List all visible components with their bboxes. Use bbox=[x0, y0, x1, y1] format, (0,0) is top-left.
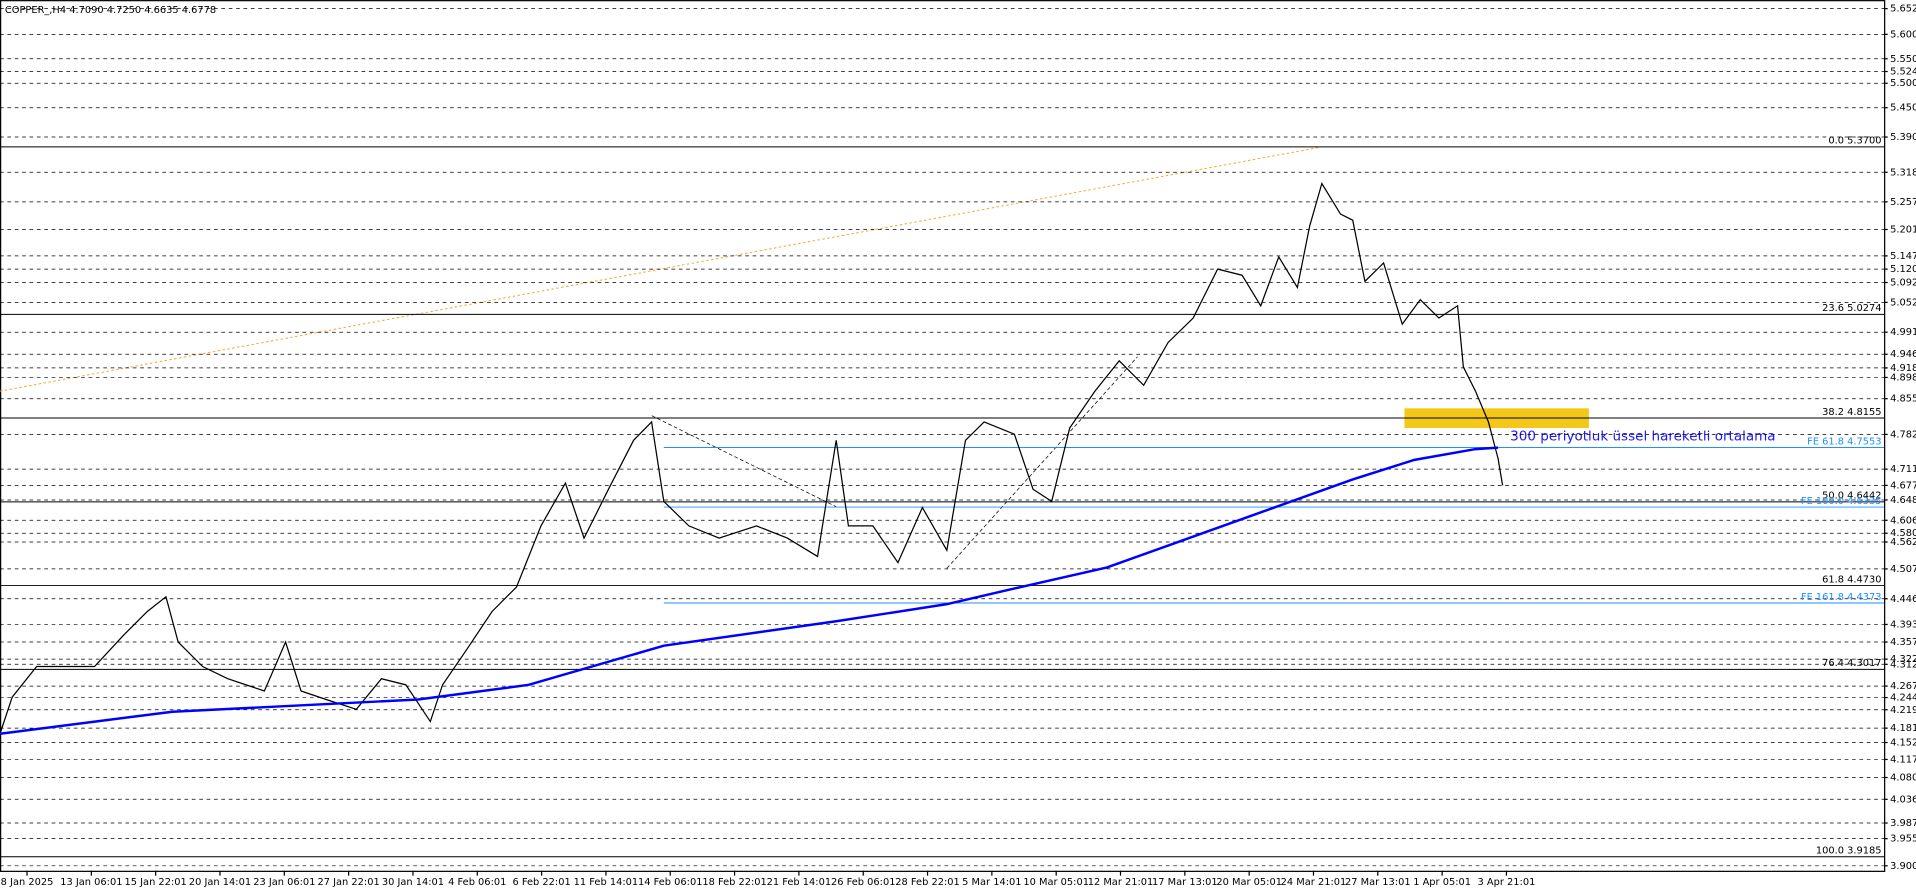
fe-label: FE 161.8 4.4373 bbox=[1801, 592, 1882, 603]
y-tick-label: 4.7820 bbox=[1890, 429, 1916, 440]
y-tick-label: 4.2190 bbox=[1890, 705, 1916, 716]
y-tick-label: 5.6525 bbox=[1890, 4, 1916, 15]
y-tick-label: 5.1470 bbox=[1890, 251, 1916, 262]
x-tick-label: 5 Mar 14:01 bbox=[962, 877, 1021, 888]
x-tick-label: 27 Jan 22:01 bbox=[318, 877, 380, 888]
fib-label: 50.0 4.6442 bbox=[1822, 491, 1881, 502]
x-tick-label: 20 Jan 14:01 bbox=[189, 877, 251, 888]
y-tick-label: 4.1521 bbox=[1890, 738, 1916, 749]
y-tick-label: 4.0805 bbox=[1890, 773, 1916, 784]
y-tick-label: 4.9460 bbox=[1890, 349, 1916, 360]
fib-label: 38.2 4.8155 bbox=[1822, 407, 1881, 418]
x-tick-label: 26 Feb 06:01 bbox=[831, 877, 895, 888]
x-tick-label: 28 Feb 22:01 bbox=[895, 877, 959, 888]
y-tick-label: 4.3120 bbox=[1890, 659, 1916, 670]
x-tick-label: 4 Feb 06:01 bbox=[448, 877, 506, 888]
y-tick-label: 4.1815 bbox=[1890, 723, 1916, 734]
price-line bbox=[0, 446, 1499, 735]
y-tick-label: 3.9000 bbox=[1890, 861, 1916, 872]
fe-label: FE 100.0 4.6335 bbox=[1801, 496, 1882, 507]
x-tick-label: 14 Feb 06:01 bbox=[638, 877, 702, 888]
y-tick-label: 4.2440 bbox=[1890, 693, 1916, 704]
annotation: 300 periyotluk üssel hareketli ortalama bbox=[1510, 429, 1775, 445]
x-tick-label: 21 Feb 14:01 bbox=[767, 877, 831, 888]
x-tick-label: 3 Apr 21:01 bbox=[1478, 877, 1536, 888]
y-tick-label: 4.6480 bbox=[1890, 495, 1916, 506]
x-tick-label: 11 Feb 14:01 bbox=[574, 877, 638, 888]
y-tick-label: 4.8550 bbox=[1890, 394, 1916, 405]
y-tick-label: 4.6778 bbox=[1890, 480, 1916, 491]
y-tick-label: 3.9875 bbox=[1890, 818, 1916, 829]
x-tick-label: 8 Jan 2025 bbox=[1, 877, 54, 888]
fib-label: 76.4 4.3017 bbox=[1822, 658, 1881, 669]
x-tick-label: 27 Mar 13:01 bbox=[1345, 877, 1411, 888]
x-tick-label: 17 Mar 13:01 bbox=[1152, 877, 1218, 888]
y-tick-label: 4.3935 bbox=[1890, 619, 1916, 630]
price-line bbox=[0, 181, 1504, 734]
y-tick-label: 4.5070 bbox=[1890, 564, 1916, 575]
x-tick-label: 20 Mar 05:01 bbox=[1216, 877, 1282, 888]
y-tick-label: 5.5500 bbox=[1890, 54, 1916, 65]
y-tick-label: 5.5240 bbox=[1890, 67, 1916, 78]
x-tick-label: 6 Feb 22:01 bbox=[512, 877, 570, 888]
y-tick-label: 5.3900 bbox=[1890, 132, 1916, 143]
y-tick-label: 4.8985 bbox=[1890, 372, 1916, 383]
x-tick-label: 15 Jan 22:01 bbox=[125, 877, 187, 888]
x-tick-label: 23 Jan 06:01 bbox=[253, 877, 315, 888]
projection-line bbox=[651, 415, 837, 508]
x-tick-label: 10 Mar 05:01 bbox=[1023, 877, 1089, 888]
y-tick-label: 5.2010 bbox=[1890, 224, 1916, 235]
y-tick-label: 4.3225 bbox=[1890, 654, 1916, 665]
projection-line bbox=[946, 356, 1138, 569]
chart-title: COPPER_,H4 4.7090 4.7250 4.6635 4.6778 bbox=[5, 5, 216, 16]
y-tick-label: 5.3180 bbox=[1890, 167, 1916, 178]
plot-frame bbox=[0, 0, 1886, 872]
x-tick-label: 24 Mar 21:01 bbox=[1281, 877, 1347, 888]
fib-label: 100.0 3.9185 bbox=[1816, 846, 1882, 857]
y-tick-label: 4.5620 bbox=[1890, 537, 1916, 548]
fe-label: FE 61.8 4.7553 bbox=[1807, 436, 1881, 447]
y-tick-label: 5.6000 bbox=[1890, 29, 1916, 40]
y-tick-label: 4.1175 bbox=[1890, 754, 1916, 765]
y-tick-label: 3.9555 bbox=[1890, 834, 1916, 845]
y-tick-label: 5.0520 bbox=[1890, 297, 1916, 308]
y-tick-label: 4.9180 bbox=[1890, 363, 1916, 374]
y-tick-label: 5.4500 bbox=[1890, 103, 1916, 114]
y-tick-label: 4.7110 bbox=[1890, 464, 1916, 475]
y-tick-label: 5.0926 bbox=[1890, 278, 1916, 289]
fib-label: 23.6 5.0274 bbox=[1822, 303, 1881, 314]
x-tick-label: 13 Jan 06:01 bbox=[60, 877, 122, 888]
y-tick-label: 4.3575 bbox=[1890, 637, 1916, 648]
y-tick-label: 4.2675 bbox=[1890, 681, 1916, 692]
x-tick-label: 1 Apr 05:01 bbox=[1413, 877, 1471, 888]
y-tick-label: 4.5800 bbox=[1890, 528, 1916, 539]
y-tick-label: 5.1200 bbox=[1890, 264, 1916, 275]
y-tick-label: 5.2575 bbox=[1890, 197, 1916, 208]
fib-label: 0.0 5.3700 bbox=[1828, 136, 1881, 147]
x-tick-label: 18 Feb 22:01 bbox=[702, 877, 766, 888]
x-tick-label: 30 Jan 14:01 bbox=[382, 877, 444, 888]
x-tick-label: 12 Mar 21:01 bbox=[1088, 877, 1154, 888]
y-tick-label: 5.5000 bbox=[1890, 78, 1916, 89]
y-tick-label: 4.9910 bbox=[1890, 327, 1916, 338]
y-tick-label: 4.6065 bbox=[1890, 515, 1916, 526]
y-tick-label: 4.4460 bbox=[1890, 594, 1916, 605]
y-tick-label: 4.0360 bbox=[1890, 794, 1916, 805]
fib-label: 61.8 4.4730 bbox=[1822, 574, 1881, 585]
